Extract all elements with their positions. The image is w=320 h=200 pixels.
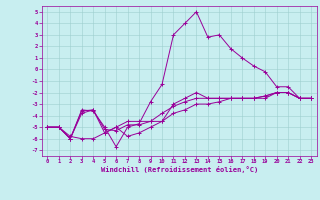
X-axis label: Windchill (Refroidissement éolien,°C): Windchill (Refroidissement éolien,°C) — [100, 166, 258, 173]
